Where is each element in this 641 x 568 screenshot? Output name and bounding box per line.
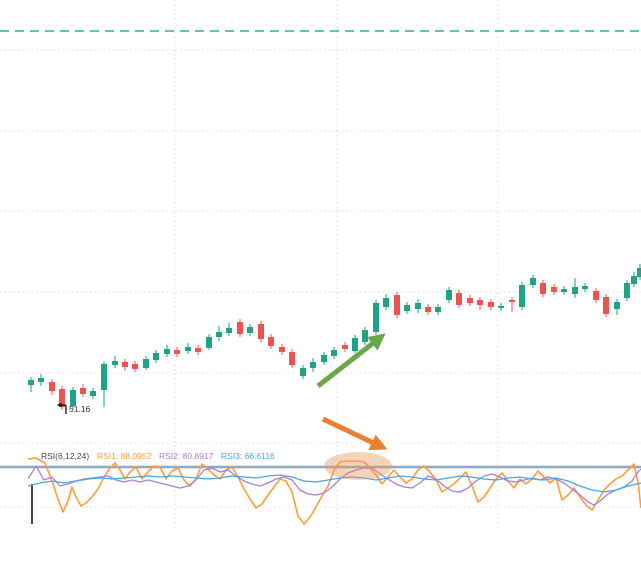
candle-body: [258, 324, 264, 339]
candle-body: [435, 307, 441, 312]
rsi1-value-label: RSI1: 88.0952: [97, 451, 152, 461]
candle-body: [415, 303, 421, 309]
candles-layer: [28, 264, 641, 410]
candle-body: [551, 287, 557, 292]
rsi3-line: [27, 474, 641, 493]
orange-down-arrow[interactable]: [321, 416, 388, 450]
candle-body: [394, 295, 400, 315]
candle-body: [289, 352, 295, 365]
candle-body: [174, 350, 180, 354]
candle-body: [206, 337, 212, 348]
candle-body: [425, 307, 431, 312]
candle-body: [614, 302, 620, 309]
candle-body: [70, 390, 76, 406]
candle-body: [226, 328, 232, 333]
candle-body: [383, 298, 389, 307]
candle-body: [519, 285, 525, 307]
buy-price-label: 51.16: [69, 404, 91, 414]
candle-body: [498, 306, 504, 308]
rsi-indicator-layer: [0, 457, 641, 525]
candle-body: [467, 298, 473, 303]
candle-body: [362, 330, 368, 342]
candle-body: [132, 364, 138, 369]
candle-body: [164, 349, 170, 354]
candle-body: [561, 289, 567, 292]
candle-body: [603, 297, 609, 314]
candle-body: [80, 388, 86, 394]
candle-body: [195, 348, 201, 352]
candle-body: [237, 322, 243, 334]
candle-body: [404, 305, 410, 311]
candle-body: [153, 353, 159, 360]
candle-body: [101, 364, 107, 390]
annotations-layer[interactable]: [316, 333, 392, 480]
candle-body: [582, 286, 588, 289]
candle-body: [112, 361, 118, 365]
candle-body: [331, 350, 337, 356]
candle-body: [624, 283, 630, 298]
candle-body: [593, 291, 599, 300]
rsi-indicator-title[interactable]: RSI(6,12,24): [41, 451, 90, 461]
candle-body: [247, 327, 253, 333]
candle-body: [300, 368, 306, 376]
candle-body: [446, 290, 452, 300]
candle-body: [28, 380, 34, 385]
candle-body: [509, 300, 515, 302]
candle-body: [216, 332, 222, 337]
rsi2-line: [27, 465, 641, 506]
candle-body: [38, 378, 44, 382]
candle-body: [572, 287, 578, 294]
candle-body: [488, 302, 494, 307]
candle-body: [122, 362, 128, 367]
candle-body: [373, 303, 379, 332]
candle-body: [637, 268, 641, 277]
candle-body: [310, 362, 316, 368]
candle-body: [143, 359, 149, 368]
candle-body: [530, 278, 536, 285]
candle-body: [631, 276, 637, 284]
candle-body: [342, 345, 348, 349]
candle-body: [352, 338, 358, 351]
green-up-arrow[interactable]: [316, 333, 386, 388]
candle-body: [456, 293, 462, 305]
grid-layer: [0, 0, 641, 531]
buy-arrow-icon[interactable]: [56, 402, 68, 415]
candle-body: [477, 300, 483, 305]
highlight-ellipse[interactable]: [324, 452, 392, 480]
candle-body: [321, 355, 327, 362]
rsi2-value-label: RSI2: 80.8917: [159, 451, 214, 461]
candle-body: [185, 347, 191, 351]
candle-body: [279, 347, 285, 352]
rsi3-value-label: RSI3: 66.6116: [221, 451, 275, 461]
candle-body: [59, 389, 65, 407]
candle-body: [49, 382, 55, 391]
candle-body: [90, 391, 96, 396]
candle-body: [540, 283, 546, 294]
candle-body: [268, 337, 274, 346]
